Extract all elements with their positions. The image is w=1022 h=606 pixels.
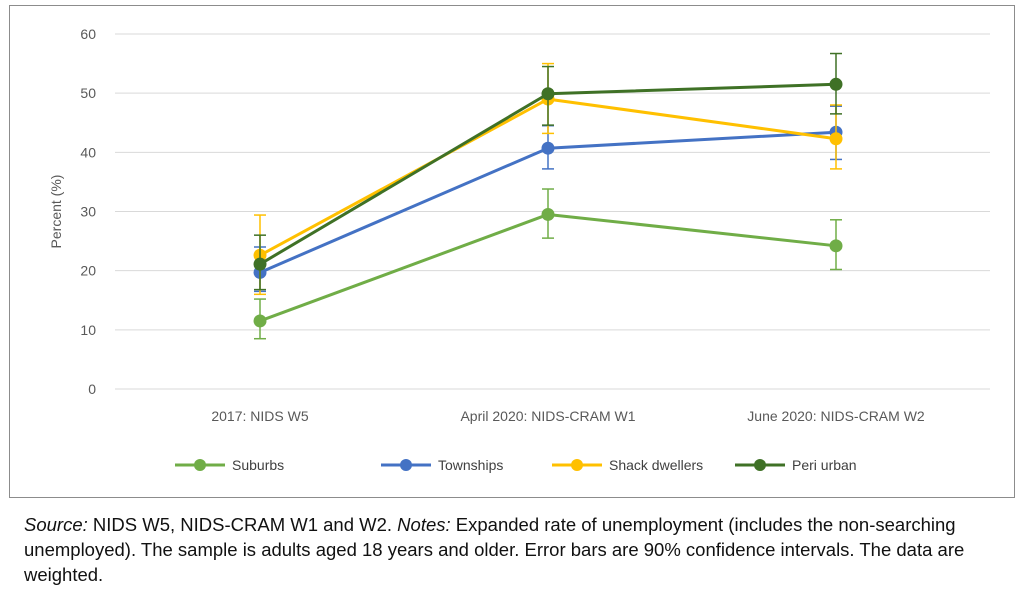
x-tick-label: April 2020: NIDS-CRAM W1: [460, 408, 635, 424]
y-tick-label: 40: [80, 144, 96, 160]
y-axis-title: Percent (%): [48, 175, 64, 249]
y-tick-label: 20: [80, 263, 96, 279]
x-tick-label: June 2020: NIDS-CRAM W2: [747, 408, 925, 424]
y-tick-label: 60: [80, 26, 96, 42]
legend-label: Townships: [438, 457, 503, 473]
legend-swatch-marker: [754, 459, 766, 471]
legend-swatch-marker: [400, 459, 412, 471]
y-tick-label: 30: [80, 204, 96, 220]
legend-swatch-marker: [571, 459, 583, 471]
y-tick-label: 10: [80, 322, 96, 338]
data-point: [253, 314, 267, 328]
legend-label: Shack dwellers: [609, 457, 703, 473]
source-text: NIDS W5, NIDS-CRAM W1 and W2.: [87, 514, 398, 535]
notes-text: Expanded rate of unemployment (includes …: [24, 514, 965, 585]
legend-swatch-marker: [194, 459, 206, 471]
data-point: [829, 77, 843, 91]
data-point: [829, 132, 843, 146]
data-point: [253, 257, 267, 271]
data-point: [829, 239, 843, 253]
y-tick-label: 50: [80, 85, 96, 101]
x-tick-label: 2017: NIDS W5: [211, 408, 308, 424]
y-tick-label: 0: [88, 381, 96, 397]
line-chart: 0 10 20 30 40 50 60 Percent (%) 2017: NIDS W5 Apr…: [48, 26, 990, 473]
figure-caption: Source: NIDS W5, NIDS-CRAM W1 and W2. No…: [24, 512, 1009, 587]
data-point: [541, 87, 555, 101]
notes-label: Notes:: [397, 514, 451, 535]
chart-frame: 0 10 20 30 40 50 60 Percent (%) 2017: NIDS W5 Apr…: [9, 5, 1015, 498]
legend-label: Peri urban: [792, 457, 857, 473]
data-point: [541, 207, 555, 221]
data-point: [541, 141, 555, 155]
source-label: Source:: [24, 514, 88, 535]
legend-label: Suburbs: [232, 457, 284, 473]
